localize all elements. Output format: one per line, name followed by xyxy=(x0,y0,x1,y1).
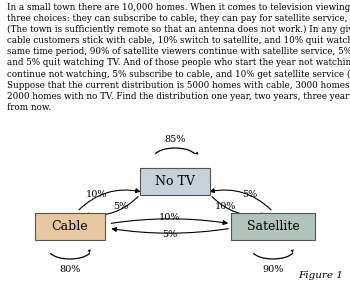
Text: 5%: 5% xyxy=(243,190,258,199)
FancyBboxPatch shape xyxy=(140,168,210,194)
FancyBboxPatch shape xyxy=(35,213,105,239)
Text: Cable: Cable xyxy=(52,220,88,233)
Text: 10%: 10% xyxy=(159,213,181,222)
Text: 10%: 10% xyxy=(85,190,107,199)
Text: No TV: No TV xyxy=(155,175,195,188)
Text: 90%: 90% xyxy=(262,265,284,274)
Text: 10%: 10% xyxy=(215,202,237,211)
Text: Figure 1: Figure 1 xyxy=(298,271,343,280)
Text: 5%: 5% xyxy=(113,202,128,211)
FancyBboxPatch shape xyxy=(231,213,315,239)
Text: 80%: 80% xyxy=(59,265,81,274)
Text: 5%: 5% xyxy=(162,230,177,239)
Text: Satellite: Satellite xyxy=(247,220,299,233)
Text: 85%: 85% xyxy=(164,135,186,144)
Text: In a small town there are 10,000 homes. When it comes to television viewing, the: In a small town there are 10,000 homes. … xyxy=(7,3,350,112)
